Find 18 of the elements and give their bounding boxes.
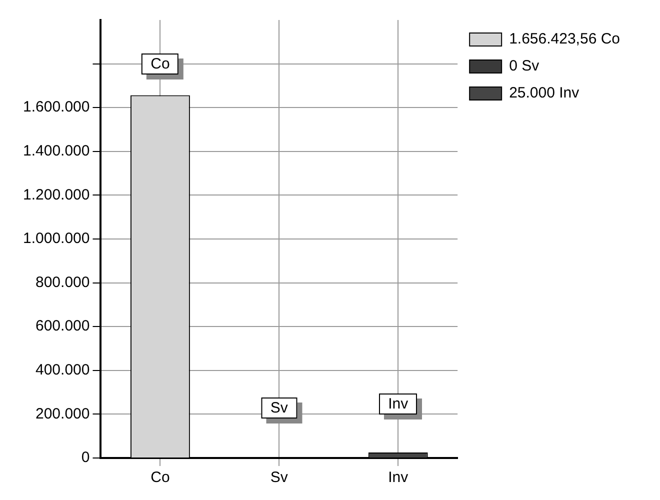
y-tick-label: 1.400.000 (22, 142, 90, 160)
annotation: Co (142, 53, 179, 74)
annotation: Sv (261, 397, 297, 418)
x-tick-label: Sv (270, 469, 288, 486)
y-tick-label: 800.000 (35, 274, 90, 291)
y-tick-label: 1.200.000 (22, 186, 90, 204)
y-tick-label: 1.600.000 (22, 98, 90, 116)
legend-label: 1.656.423,56 Co (509, 30, 620, 48)
x-tick-label: Co (150, 469, 170, 486)
y-tick-label: 200.000 (35, 405, 90, 422)
annotation: Inv (379, 394, 418, 415)
y-tick-label: 400.000 (35, 362, 90, 379)
y-tick-label: 1.000.000 (22, 230, 90, 248)
y-tick-label: 600.000 (35, 318, 90, 335)
legend-label: 25.000 Inv (509, 84, 580, 102)
x-tick-label: Inv (388, 469, 409, 486)
y-tick-label: 0 (81, 449, 90, 466)
legend-label: 0 Sv (509, 58, 540, 75)
